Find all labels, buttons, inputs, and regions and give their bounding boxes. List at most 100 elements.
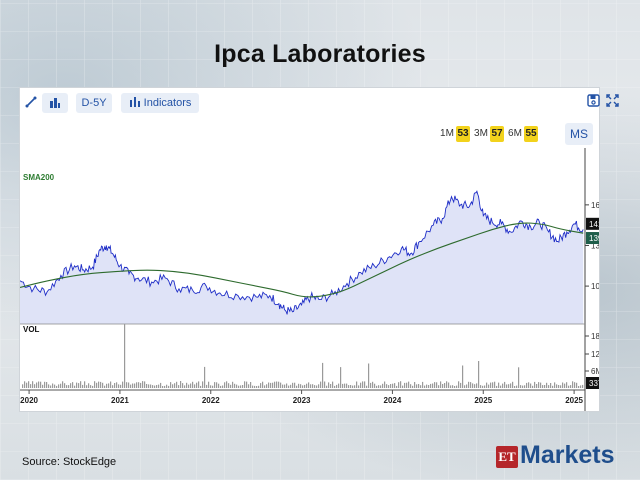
volume-last-text: 337.1K xyxy=(589,379,599,388)
volume-bar xyxy=(568,385,570,388)
volume-bar xyxy=(82,384,84,388)
volume-bar xyxy=(124,324,126,388)
range-1m[interactable]: 1M xyxy=(440,128,454,139)
volume-bar xyxy=(52,383,54,388)
volume-bar xyxy=(188,384,190,388)
volume-bar xyxy=(350,385,352,388)
volume-bar xyxy=(158,384,160,388)
volume-bar xyxy=(264,385,266,388)
volume-bar xyxy=(84,381,86,388)
volume-bar xyxy=(526,382,528,388)
range-button[interactable]: D-5Y xyxy=(76,93,112,113)
volume-bar xyxy=(408,381,410,388)
volume-bar xyxy=(446,381,448,388)
volume-bar xyxy=(362,381,364,388)
ms-button[interactable]: MS xyxy=(565,123,593,145)
volume-bar xyxy=(466,384,468,388)
volume-bar xyxy=(274,381,276,388)
volume-bar xyxy=(578,386,580,388)
range-3m[interactable]: 3M xyxy=(474,128,488,139)
volume-bar xyxy=(538,382,540,388)
volume-bar xyxy=(432,383,434,388)
volume-bar xyxy=(206,384,208,388)
volume-bar xyxy=(500,385,502,388)
volume-bar xyxy=(62,381,64,388)
volume-bar xyxy=(36,382,38,388)
timeframe-selector: 1M 53 3M 57 6M 55 xyxy=(439,126,559,144)
volume-bar xyxy=(58,384,60,388)
volume-bar xyxy=(182,383,184,388)
volume-bar xyxy=(74,385,76,388)
volume-bar xyxy=(430,383,432,388)
volume-bar xyxy=(378,385,380,388)
volume-bar xyxy=(566,382,568,388)
volume-bar xyxy=(140,382,142,388)
expand-icon[interactable] xyxy=(603,92,621,112)
volume-bar xyxy=(332,381,334,388)
volume-bar xyxy=(556,384,558,388)
volume-bar xyxy=(570,385,572,388)
volume-bar xyxy=(550,383,552,388)
volume-bar xyxy=(96,382,98,388)
volume-bar xyxy=(94,381,96,388)
pencil-line-icon[interactable] xyxy=(22,93,40,113)
volume-bar xyxy=(164,385,166,388)
volume-bar xyxy=(50,385,52,388)
volume-bar xyxy=(516,385,518,388)
x-tick-label: 2022 xyxy=(202,396,220,405)
volume-bar xyxy=(26,382,28,388)
volume-bar xyxy=(256,386,258,388)
volume-bar xyxy=(368,363,370,388)
volume-bar xyxy=(388,385,390,388)
volume-bar xyxy=(540,382,542,388)
volume-bar xyxy=(354,385,356,388)
range-6m[interactable]: 6M xyxy=(508,128,522,139)
volume-bar xyxy=(440,381,442,388)
volume-bar xyxy=(204,366,206,388)
volume-bar xyxy=(80,381,82,388)
volume-bar xyxy=(68,385,70,388)
volume-bar xyxy=(228,383,230,388)
volume-last-tag xyxy=(586,377,599,389)
volume-bar xyxy=(360,382,362,388)
volume-bar xyxy=(132,383,134,388)
volume-bar xyxy=(216,382,218,388)
volume-bar xyxy=(298,383,300,388)
price-chart: SMA200 VOL 1600.00 1300.00 1000.00 2020 202… xyxy=(20,148,599,411)
volume-tick-label: 6M xyxy=(591,367,599,376)
volume-bar xyxy=(434,382,436,388)
volume-bar xyxy=(186,382,188,388)
volume-bar xyxy=(506,384,508,388)
volume-bar xyxy=(582,384,584,388)
volume-bar xyxy=(376,385,378,388)
volume-bar xyxy=(304,384,306,388)
volume-bar xyxy=(266,384,268,388)
volume-bar xyxy=(32,381,34,388)
volume-bar xyxy=(358,385,360,388)
volume-bar xyxy=(120,384,122,388)
volume-bar xyxy=(110,381,112,388)
volume-bar xyxy=(90,385,92,388)
save-icon[interactable] xyxy=(585,92,601,112)
price-line xyxy=(20,190,584,315)
volume-bar xyxy=(234,383,236,388)
volume-bar xyxy=(34,384,36,388)
volume-bar xyxy=(302,385,304,388)
volume-bar xyxy=(122,381,124,388)
volume-bar xyxy=(248,384,250,388)
volume-bar xyxy=(296,385,298,388)
volume-bar xyxy=(496,385,498,388)
x-tick-label: 2025 xyxy=(565,396,583,405)
volume-bar xyxy=(444,383,446,388)
volume-bar xyxy=(272,382,274,388)
volume-bar xyxy=(414,382,416,388)
volume-bar xyxy=(144,381,146,388)
volume-bar xyxy=(166,384,168,388)
volume-bar xyxy=(326,385,328,388)
volume-bar xyxy=(102,382,104,388)
volume-bar xyxy=(146,384,148,388)
volume-bar xyxy=(100,381,102,388)
bar-chart-icon[interactable] xyxy=(42,93,68,113)
indicators-button[interactable]: Indicators xyxy=(121,93,199,113)
volume-bar xyxy=(436,382,438,388)
